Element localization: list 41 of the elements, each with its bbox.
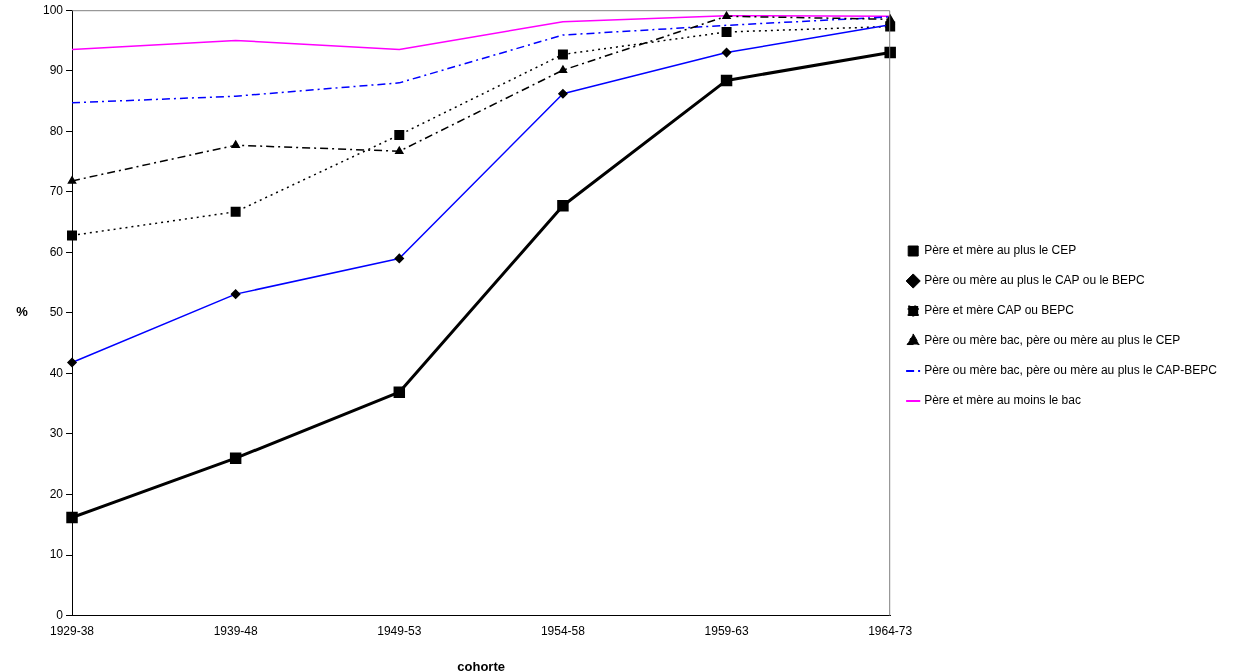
y-tick-label: 50 [49,305,64,320]
point [721,27,732,37]
y-tick-label: 10 [49,547,64,562]
legend-label: Père et mère au plus le CEP [924,243,1077,258]
point [884,46,896,59]
y-axis-title: % [16,304,29,320]
point [557,200,569,212]
x-tick-label: 1949-53 [377,624,422,639]
point [558,65,568,73]
x-tick-label: 1954-58 [540,624,586,639]
legend-label: Père et mère CAP ou BEPC [924,303,1075,318]
point [67,176,77,184]
point [67,230,78,241]
x-tick-label: 1929-38 [50,624,95,639]
x-tick-label: 1964-73 [868,624,913,639]
y-tick-label: 30 [49,426,64,441]
point [720,74,733,87]
point [722,11,731,19]
legend-label: Père ou mère au plus le CAP ou le BEPC [924,273,1146,288]
legend-label: Père ou mère bac, père ou mère au plus le CEP [924,333,1181,348]
point [229,452,242,464]
point [394,129,405,140]
y-tick-label: 60 [49,244,64,259]
y-tick-label: 0 [56,607,64,622]
y-tick-label: 40 [49,365,64,380]
point [66,511,78,524]
y-tick-label: 20 [49,486,64,501]
point [393,386,406,398]
x-tick-label: 1939-48 [213,624,258,639]
y-tick-label: 100 [42,2,64,17]
legend-label: Père et mère au moins le bac [924,393,1081,408]
point [230,206,241,217]
y-tick-label: 70 [49,184,64,199]
point [231,140,240,148]
x-tick-label: 1959-63 [704,624,749,639]
y-tick-label: 90 [49,63,64,78]
y-tick-label: 80 [49,123,64,138]
point [557,49,568,60]
legend-label: Père ou mère bac, père ou mère au plus le CAP-BEPC [924,363,1218,378]
point [395,146,404,155]
x-axis-title: cohorte [457,659,505,672]
